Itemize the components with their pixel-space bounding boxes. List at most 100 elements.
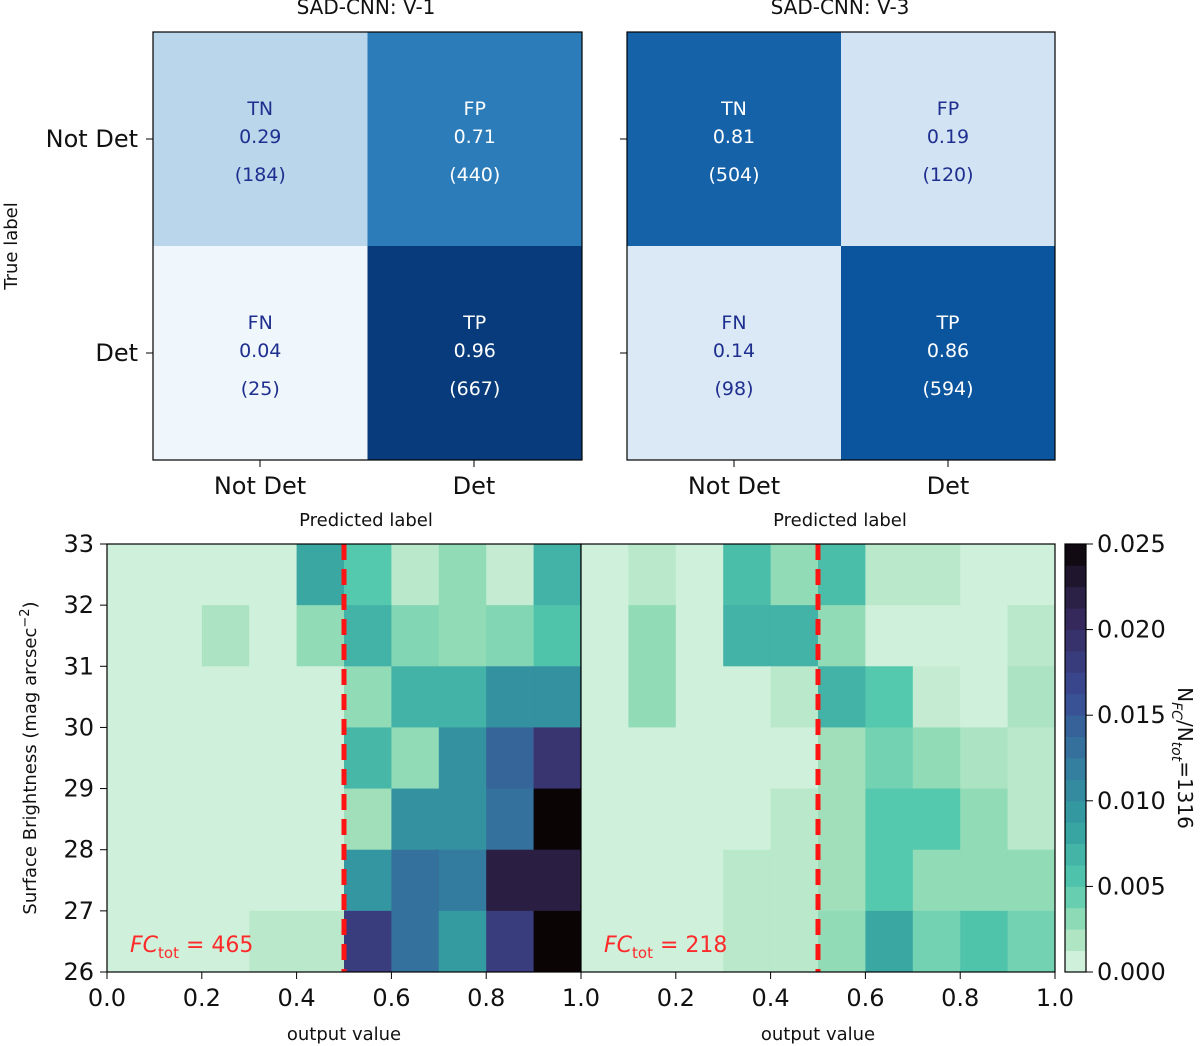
colorbar-tick-label: 0.020	[1097, 616, 1166, 644]
hist-bin	[201, 605, 250, 667]
hist-bin	[960, 544, 1008, 606]
hist-bin	[249, 666, 297, 728]
hist-bin	[581, 727, 629, 789]
colorbar-label: NFC/Ntot=1316	[1168, 687, 1197, 829]
colorbar-tick-label: 0.010	[1097, 787, 1166, 815]
hist-bin	[865, 727, 914, 789]
hist-bin	[818, 910, 866, 973]
cm-cell-count: (594)	[922, 378, 973, 400]
hist-bin	[723, 544, 771, 606]
hist-bin	[675, 666, 724, 728]
hist-bin	[960, 849, 1008, 912]
hist-bin	[818, 849, 866, 912]
hist-bin	[960, 788, 1008, 851]
hist-bin	[723, 910, 771, 973]
hist-bin	[912, 910, 961, 973]
cm-cell-value: 0.14	[713, 340, 755, 362]
xtick-label: 0.6	[372, 984, 410, 1012]
hist-bin	[912, 605, 961, 667]
hist-bin	[154, 544, 203, 606]
colorbar-band	[1065, 715, 1086, 737]
cm-cell-count: (120)	[922, 164, 973, 186]
h1-annotation: FCtot = 465	[130, 933, 253, 962]
colorbar-tick-label: 0.025	[1097, 530, 1166, 558]
cm-cell-tn	[153, 32, 368, 246]
hist-bin	[249, 788, 297, 851]
colorbar-band	[1065, 929, 1086, 951]
cm-cell-value: 0.71	[454, 126, 496, 148]
hist-bin	[770, 727, 819, 789]
colorbar-band	[1065, 800, 1086, 823]
hist-bin	[154, 849, 203, 912]
hist-bin	[912, 849, 961, 912]
colorbar-band	[1065, 629, 1086, 652]
hist-bin	[201, 544, 250, 606]
hist-bin	[296, 666, 345, 728]
hist-bin	[1007, 544, 1056, 606]
h2-xlabel: output value	[761, 1024, 875, 1045]
h1-ytick-label: 32	[63, 591, 94, 619]
cm-cell-value: 0.96	[454, 340, 496, 362]
hist-bin	[533, 849, 582, 912]
colorbar-band	[1065, 950, 1086, 973]
hist-bin	[391, 910, 440, 973]
xtick-label: 0.2	[183, 984, 221, 1012]
cm-cell-count: (184)	[235, 164, 286, 186]
confusion-matrix-v1: SAD-CNN: V-1 TN 0.29 (184) FP 0.71 (440) FN 0.0…	[1, 0, 583, 531]
cm2-title: SAD-CNN: V-3	[771, 0, 910, 19]
hist-bin	[154, 605, 203, 667]
cm1-xtick-det: Det	[453, 472, 496, 500]
cm1-ylabel: True label	[1, 202, 22, 291]
colorbar-band	[1065, 608, 1086, 630]
cm2-xtick-det: Det	[927, 472, 970, 500]
h1-ytick-label: 26	[63, 958, 94, 986]
cm1-xlabel: Predicted label	[299, 510, 433, 531]
hist-bin	[628, 788, 677, 851]
hist-bin	[865, 544, 914, 606]
h1-xlabel: output value	[287, 1024, 401, 1045]
colorbar-tick-label: 0.000	[1097, 958, 1166, 986]
h1-ytick-label: 29	[63, 775, 94, 803]
xtick-label: 0.4	[278, 984, 316, 1012]
hist-bin	[865, 849, 914, 912]
hist-bin	[344, 544, 392, 606]
hist-bin	[628, 605, 677, 667]
hist-bin	[391, 788, 440, 851]
hist-bin	[438, 544, 487, 606]
h2-frame	[580, 543, 1056, 973]
hist-bin	[249, 605, 297, 667]
hist-bin	[107, 544, 155, 606]
hist-bin	[438, 666, 487, 728]
hist-bin	[533, 788, 582, 851]
cm-cell-value: 0.81	[713, 126, 755, 148]
hist-bin	[154, 727, 203, 789]
colorbar-band	[1065, 736, 1086, 759]
cm-cell-tag: TP	[462, 312, 486, 334]
hist-bin	[107, 605, 155, 667]
hist-bin	[391, 666, 440, 728]
hist-bin	[723, 849, 771, 912]
hist-bin	[249, 849, 297, 912]
hist-bin	[486, 666, 534, 728]
h1-ytick-label: 28	[63, 836, 94, 864]
cm-cell-count: (98)	[714, 378, 753, 400]
hist-bin	[1007, 849, 1056, 912]
hist-bin	[296, 788, 345, 851]
hist-bin	[912, 788, 961, 851]
hist-bin	[533, 910, 582, 973]
cm-cell-tag: TN	[720, 98, 747, 120]
hist-bin	[486, 605, 534, 667]
hist-bin	[723, 727, 771, 789]
hist-bin	[628, 544, 677, 606]
hist-bin	[249, 727, 297, 789]
colorbar-band	[1065, 544, 1086, 566]
xtick-label: 1.0	[562, 984, 600, 1012]
hist-bin	[723, 605, 771, 667]
h2-annotation: FCtot = 218	[604, 933, 727, 962]
hist-bin	[675, 849, 724, 912]
cm-cell-tn	[627, 32, 841, 246]
hist-bin	[675, 910, 724, 973]
hist-bin	[818, 788, 866, 851]
hist-bin	[438, 910, 487, 973]
